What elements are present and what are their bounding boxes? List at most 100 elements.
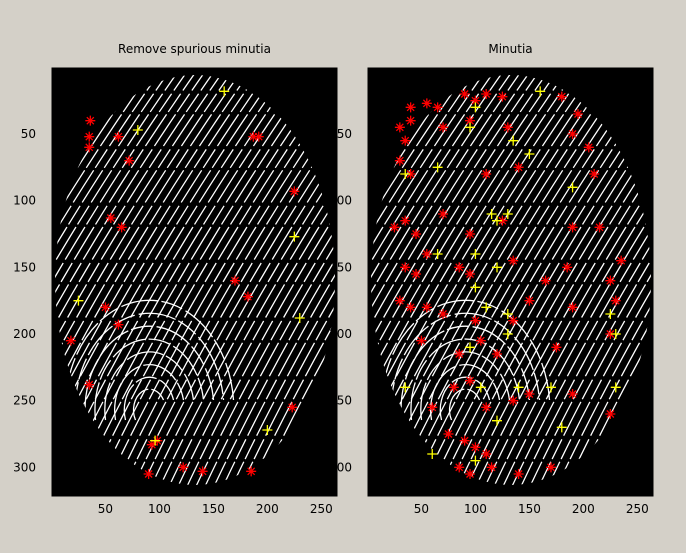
ridge (55, 75, 245, 485)
x-tick-label: 100 (464, 502, 487, 516)
minutia-marker (470, 95, 481, 106)
minutia-marker (389, 222, 400, 233)
minutia-marker (132, 125, 143, 135)
minutia-marker (427, 449, 438, 459)
ridge (380, 75, 633, 485)
minutia-marker (405, 169, 416, 179)
ridge (0, 68, 1, 496)
y-tick-label: 50 (337, 127, 352, 141)
minutia-marker (605, 309, 616, 319)
ridge (123, 376, 175, 421)
ridge (132, 388, 165, 421)
minutia-marker (605, 409, 616, 419)
minutia-marker (197, 466, 208, 477)
minutia-marker (400, 262, 411, 273)
minutia-marker (497, 91, 508, 102)
ridge (55, 75, 236, 485)
minutia-marker (73, 295, 84, 306)
minutia-marker (465, 375, 476, 386)
minutia-marker (502, 309, 513, 319)
minutia-marker (421, 98, 432, 109)
minutia-marker (465, 115, 476, 126)
ridge (670, 68, 686, 496)
ridge (371, 75, 615, 485)
ridge (55, 75, 272, 485)
ridge (94, 338, 205, 421)
minutia-marker (394, 155, 405, 166)
minutia-marker (146, 439, 157, 450)
minutia-marker (427, 402, 438, 413)
minutia-marker (100, 302, 111, 313)
minutia-marker (562, 262, 573, 273)
minutia-marker (513, 382, 524, 393)
minutia-marker (492, 349, 503, 359)
y-tick-label: 100 (13, 194, 36, 208)
minutia-marker (497, 215, 508, 226)
minutia-marker (411, 269, 422, 279)
axes-frame (51, 67, 338, 497)
ridge (371, 75, 543, 485)
minutia-marker (124, 155, 135, 166)
minutia-marker (465, 342, 476, 353)
minutia-marker (459, 435, 470, 446)
x-tick-label: 250 (626, 502, 649, 516)
minutia-marker (246, 466, 257, 477)
ridge (371, 75, 588, 485)
ridge (113, 364, 185, 421)
minutia-marker (513, 469, 524, 479)
minutia-marker (540, 275, 551, 286)
minutia-marker (465, 469, 476, 479)
minutia-marker (150, 435, 161, 446)
minutia-marker (84, 142, 95, 153)
x-tick-label: 50 (414, 502, 429, 516)
y-tick-label: 50 (21, 127, 36, 141)
ridge (371, 75, 570, 485)
minutia-marker (610, 382, 621, 393)
minutia-marker (492, 215, 503, 226)
x-tick-label: 200 (256, 502, 279, 516)
minutia-marker (65, 335, 76, 346)
minutia-marker (481, 169, 492, 179)
minutia-marker (85, 115, 96, 126)
minutia-marker (508, 315, 519, 326)
minutia-marker (405, 115, 416, 126)
y-tick-label: 150 (329, 260, 352, 274)
image-background (52, 68, 337, 496)
ridge (371, 75, 498, 485)
minutia-marker (289, 186, 300, 197)
minutia-marker (475, 382, 486, 393)
ridge (55, 75, 209, 485)
y-tick-label: 250 (329, 394, 352, 408)
minutia-marker (84, 131, 95, 142)
minutia-marker (416, 335, 427, 346)
minutia-marker (572, 109, 583, 119)
x-tick-label: 150 (518, 502, 541, 516)
minutia-marker (486, 209, 497, 219)
ridge (55, 75, 191, 485)
ridge (371, 75, 462, 485)
ridge (55, 75, 281, 485)
y-tick-label: 300 (329, 460, 352, 474)
minutia-marker (486, 462, 497, 473)
axes-title: Remove spurious minutia (118, 42, 271, 56)
ridge (410, 338, 521, 421)
minutia-marker (508, 135, 519, 146)
axes-frame (367, 67, 654, 497)
y-tick-label: 200 (13, 327, 36, 341)
minutia-marker (400, 135, 411, 146)
minutia-marker (432, 102, 443, 113)
minutia-marker (502, 122, 513, 133)
ridge (55, 75, 308, 485)
minutia-marker (242, 291, 253, 302)
y-tick-label: 250 (13, 394, 36, 408)
ridge (371, 75, 579, 485)
minutia-marker (481, 89, 492, 99)
minutia-marker (610, 295, 621, 306)
ridge (0, 68, 10, 496)
ridge (371, 75, 471, 485)
ridge (55, 75, 227, 485)
axes: Remove spurious minutia 50 100 150 200 250 50 1… (0, 42, 338, 516)
ridge (371, 75, 534, 485)
minutia-marker (454, 462, 465, 473)
